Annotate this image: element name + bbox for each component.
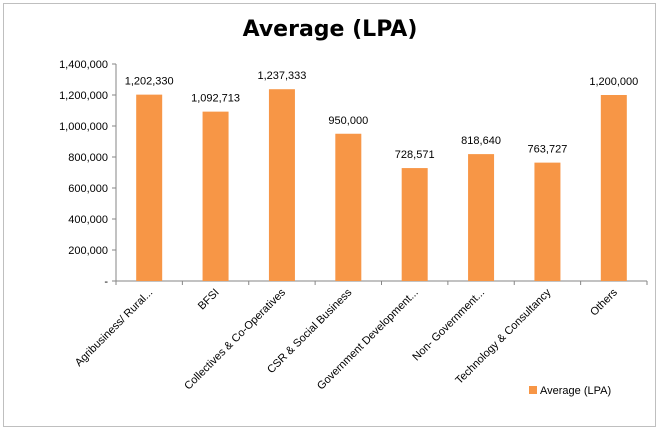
data-label: 1,200,000 xyxy=(589,76,638,88)
y-tick-label: 1,400,000 xyxy=(59,59,108,71)
data-label: 763,727 xyxy=(528,144,568,156)
y-tick-label: 800,000 xyxy=(68,152,108,164)
legend: Average (LPA) xyxy=(529,385,611,397)
data-label: 818,640 xyxy=(461,135,501,147)
y-tick-label: 1,000,000 xyxy=(59,121,108,133)
y-tick-label: 600,000 xyxy=(68,183,108,195)
bar xyxy=(202,111,229,281)
bar xyxy=(468,154,495,281)
category-label: Non- Government... xyxy=(410,287,487,364)
y-tick-label: 1,200,000 xyxy=(59,90,108,102)
category-label: Agribusiness/ Rural... xyxy=(73,287,155,369)
data-label: 950,000 xyxy=(328,115,368,127)
category-label: Others xyxy=(588,286,620,318)
bar xyxy=(534,162,561,281)
legend-label: Average (LPA) xyxy=(540,385,611,397)
bars xyxy=(136,89,627,282)
legend-swatch xyxy=(529,386,537,394)
data-labels: 1,202,330 1,092,713 1,237,333 950,000 728,57… xyxy=(125,70,639,161)
bar xyxy=(401,168,428,281)
data-label: 728,571 xyxy=(395,149,435,161)
data-label: 1,237,333 xyxy=(257,70,306,82)
y-tick-labels: - 200,000 400,000 600,000 800,000 1,000,000 1,… xyxy=(59,59,108,288)
y-tick-label: - xyxy=(104,276,108,288)
y-tick-label: 400,000 xyxy=(68,214,108,226)
bar xyxy=(136,94,163,281)
y-tick-label: 200,000 xyxy=(68,245,108,257)
bar xyxy=(600,95,627,281)
data-label: 1,202,330 xyxy=(125,76,174,88)
bar xyxy=(268,89,295,282)
category-label: BFSI xyxy=(196,287,222,313)
chart-title: Average (LPA) xyxy=(243,17,418,42)
bar xyxy=(335,133,362,281)
data-label: 1,092,713 xyxy=(191,93,240,105)
